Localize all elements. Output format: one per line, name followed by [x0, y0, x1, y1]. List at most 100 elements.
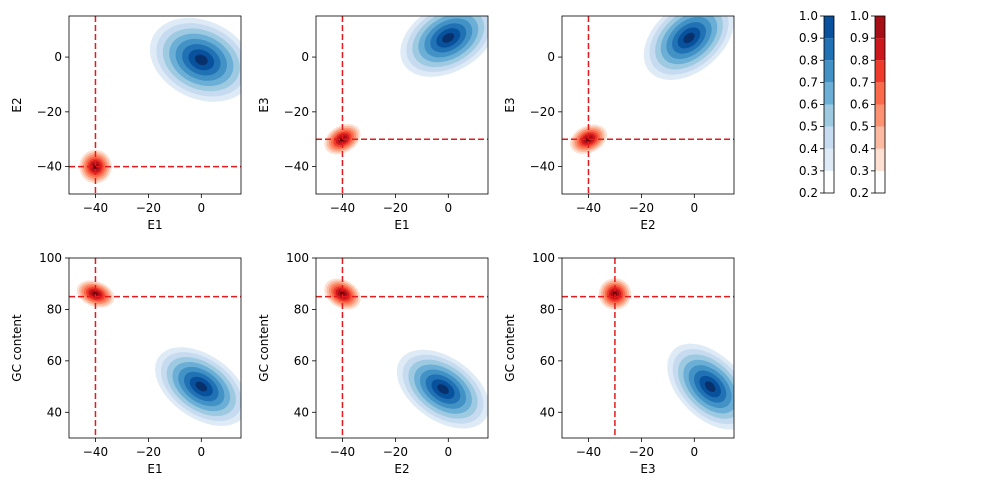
colorbar-segment [875, 82, 885, 105]
red-density-contours-level-8 [586, 137, 591, 142]
subplot-2: −40 −20 0 −40 −20 0 E1 E3 [257, 15, 489, 232]
x-tick-label: −40 [576, 445, 601, 459]
subplot-5: −40 −20 0 40 60 80 100 E2 GC content [257, 251, 489, 476]
blue-density-contours-level-8 [683, 32, 695, 44]
subplot-1: −40 −20 0 −40 −20 0 E1 E2 [10, 15, 242, 232]
x-tick-label: 0 [690, 201, 698, 215]
colorbar-segment [824, 170, 834, 193]
colorbar-segment [875, 170, 885, 193]
colorbar-tick-label: 0.9 [799, 31, 818, 45]
colorbar-tick-label: 0.3 [850, 164, 869, 178]
colorbar-segment [824, 82, 834, 105]
colorbar-tick-label: 0.7 [799, 75, 818, 89]
colorbar-tick-label: 0.7 [850, 75, 869, 89]
x-tick-label: −40 [330, 445, 355, 459]
red-density-contours [79, 149, 112, 184]
colorbar-segment [875, 38, 885, 61]
x-tick-label: −40 [576, 201, 601, 215]
y-tick-label: 0 [54, 50, 62, 64]
y-tick-label: 0 [301, 50, 309, 64]
colorbar-reds: 0.2 0.3 0.4 0.5 0.6 0.7 0.8 0.9 1.0 [850, 9, 886, 200]
x-tick-label: −20 [629, 201, 654, 215]
y-axis-label: E3 [257, 97, 271, 112]
y-tick-label: 60 [47, 354, 62, 368]
colorbar-tick-label: 1.0 [850, 9, 869, 23]
x-tick-label: −20 [136, 445, 161, 459]
red-density-contours-level-8 [93, 164, 98, 169]
colorbar-segment [824, 38, 834, 61]
colorbar-tick-label: 0.2 [850, 186, 869, 200]
blue-density-contours [400, 16, 488, 77]
x-tick-label: 0 [197, 445, 205, 459]
colorbar-tick-label: 0.5 [850, 120, 869, 134]
x-axis-label: E1 [147, 462, 162, 476]
colorbar-segment [824, 104, 834, 127]
x-tick-label: −20 [383, 201, 408, 215]
blue-density-contours-level-8 [194, 54, 208, 66]
x-tick-label: −20 [136, 201, 161, 215]
y-axis-label: E2 [10, 97, 24, 112]
colorbar-segment [875, 16, 885, 39]
colorbar-tick-label: 0.8 [850, 53, 869, 67]
x-axis-label: E1 [394, 218, 409, 232]
colorbar-segment [875, 104, 885, 127]
colorbar-segment [875, 126, 885, 149]
y-tick-label: −20 [530, 105, 555, 119]
plot-area [316, 16, 488, 194]
colorbar-tick-label: 0.3 [799, 164, 818, 178]
red-density-contours-level-8 [340, 137, 345, 142]
x-axis-label: E2 [640, 218, 655, 232]
blue-density-contours-level-8 [195, 381, 208, 392]
y-tick-label: 80 [294, 302, 309, 316]
plot-area [69, 16, 241, 194]
red-density-contours [324, 124, 361, 155]
y-tick-label: −40 [37, 160, 62, 174]
plot-area [562, 16, 734, 194]
colorbar-tick-label: 0.9 [850, 31, 869, 45]
axes-frame [68, 15, 242, 195]
colorbar-segment [875, 60, 885, 83]
x-tick-label: −40 [330, 201, 355, 215]
blue-density-contours [396, 349, 488, 429]
colorbar-tick-label: 0.6 [799, 98, 818, 112]
x-axis-label: E1 [147, 218, 162, 232]
colorbar-tick-label: 0.6 [850, 98, 869, 112]
plot-area [316, 258, 488, 438]
y-tick-label: −40 [530, 160, 555, 174]
y-tick-label: 0 [547, 50, 555, 64]
y-axis-label: GC content [503, 314, 517, 382]
colorbar-segment [824, 16, 834, 39]
x-tick-label: −40 [83, 201, 108, 215]
y-tick-label: 60 [294, 354, 309, 368]
x-tick-label: 0 [444, 201, 452, 215]
colorbar-segment [824, 148, 834, 171]
subplot-6: −40 −20 0 40 60 80 100 E3 GC content [503, 251, 735, 476]
blue-density-contours [667, 343, 734, 430]
y-tick-label: 80 [540, 302, 555, 316]
blue-density-contours-level-8 [442, 33, 455, 43]
x-tick-label: 0 [197, 201, 205, 215]
colorbar-tick-label: 0.8 [799, 53, 818, 67]
blue-density-contours-level-8 [704, 381, 716, 392]
blue-density-contours-level-8 [437, 384, 449, 395]
x-tick-label: 0 [690, 445, 698, 459]
y-tick-label: 40 [540, 405, 555, 419]
axes-frame [315, 15, 489, 195]
x-tick-label: 0 [444, 445, 452, 459]
axes-frame [561, 15, 735, 195]
x-tick-label: −20 [629, 445, 654, 459]
y-tick-label: −20 [37, 105, 62, 119]
red-density-contours [324, 278, 361, 310]
y-tick-label: 60 [540, 354, 555, 368]
colorbar-blues: 0.2 0.3 0.4 0.5 0.6 0.7 0.8 0.9 1.0 [799, 9, 835, 200]
y-tick-label: 80 [47, 302, 62, 316]
y-tick-label: 40 [294, 405, 309, 419]
colorbar-segment [875, 148, 885, 171]
x-tick-label: −40 [83, 445, 108, 459]
y-tick-label: 100 [286, 251, 309, 265]
x-axis-label: E3 [640, 462, 655, 476]
y-tick-label: −20 [284, 105, 309, 119]
plot-area [562, 258, 734, 438]
y-axis-label: GC content [10, 314, 24, 382]
